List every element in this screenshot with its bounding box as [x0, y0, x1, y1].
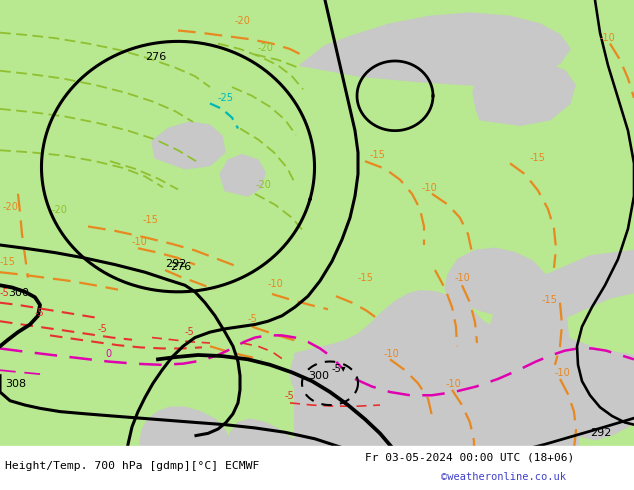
Text: Height/Temp. 700 hPa [gdmp][°C] ECMWF: Height/Temp. 700 hPa [gdmp][°C] ECMWF: [5, 461, 259, 471]
Text: 308: 308: [355, 449, 376, 459]
Text: 276: 276: [145, 52, 166, 62]
Text: -20: -20: [3, 202, 19, 212]
Text: -15: -15: [358, 273, 374, 283]
Text: -15: -15: [370, 150, 386, 160]
Text: -5: -5: [98, 324, 108, 334]
Polygon shape: [568, 294, 634, 354]
Polygon shape: [290, 352, 395, 490]
Text: -20: -20: [256, 180, 272, 191]
Polygon shape: [537, 209, 600, 256]
Polygon shape: [490, 250, 634, 392]
Text: Fr 03-05-2024 00:00 UTC (18+06): Fr 03-05-2024 00:00 UTC (18+06): [365, 452, 574, 463]
Polygon shape: [362, 357, 442, 430]
Polygon shape: [335, 381, 368, 408]
Text: 276: 276: [170, 262, 191, 272]
Text: -20: -20: [235, 16, 251, 26]
Text: -5▾: -5▾: [332, 365, 347, 374]
Text: -10: -10: [132, 237, 148, 247]
Polygon shape: [580, 425, 634, 490]
Text: -5: -5: [185, 327, 195, 338]
Bar: [0, 446, 634, 490]
Polygon shape: [152, 122, 225, 169]
Text: -15: -15: [0, 257, 16, 267]
Polygon shape: [473, 59, 575, 125]
Text: 292: 292: [165, 259, 186, 269]
Text: -20: -20: [258, 43, 274, 53]
Text: -10: -10: [446, 379, 462, 389]
Text: -25: -25: [218, 93, 234, 103]
Polygon shape: [445, 248, 548, 318]
Text: -10: -10: [268, 279, 284, 290]
Text: -10: -10: [455, 273, 471, 283]
Text: -15: -15: [530, 153, 546, 163]
Text: -5: -5: [285, 391, 295, 400]
Text: -15: -15: [143, 215, 159, 225]
Text: 0: 0: [105, 349, 111, 359]
Text: 292: 292: [590, 428, 611, 438]
Text: ©weatheronline.co.uk: ©weatheronline.co.uk: [441, 472, 566, 482]
Text: -5: -5: [35, 308, 45, 318]
Text: -20: -20: [52, 205, 68, 216]
Text: -5: -5: [0, 288, 10, 298]
Polygon shape: [120, 407, 232, 490]
Text: -5: -5: [248, 314, 258, 324]
Polygon shape: [220, 155, 265, 196]
Polygon shape: [295, 250, 634, 490]
Text: -10: -10: [555, 368, 571, 378]
Text: -10: -10: [600, 33, 616, 44]
Polygon shape: [300, 13, 570, 85]
Text: -10: -10: [384, 349, 400, 359]
Text: -15: -15: [542, 294, 558, 305]
Text: 300: 300: [308, 371, 329, 381]
Text: 300: 300: [8, 288, 29, 298]
Polygon shape: [228, 419, 295, 490]
Text: -10: -10: [422, 183, 437, 193]
Text: 308: 308: [5, 379, 26, 389]
